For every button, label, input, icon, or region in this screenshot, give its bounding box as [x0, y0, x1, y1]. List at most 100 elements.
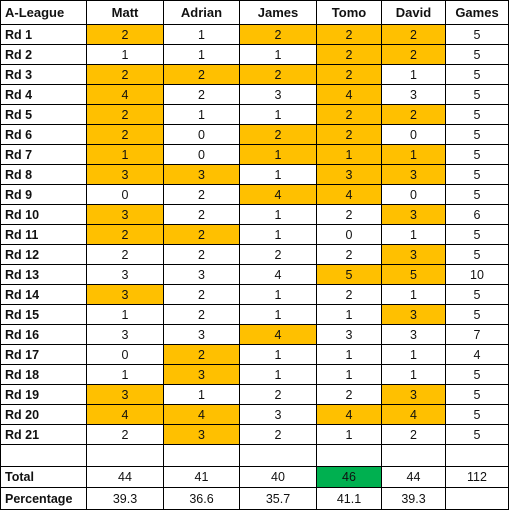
games-cell[interactable]: 5	[445, 44, 509, 65]
score-cell-matt[interactable]: 3	[86, 264, 164, 285]
games-cell[interactable]: 4	[445, 344, 509, 365]
score-cell-james[interactable]: 1	[239, 44, 317, 65]
round-label-cell[interactable]: Rd 21	[0, 424, 87, 445]
games-cell[interactable]: 5	[445, 84, 509, 105]
score-cell-tomo[interactable]: 2	[316, 244, 382, 265]
percentage-games-cell[interactable]	[445, 487, 509, 510]
games-cell[interactable]: 7	[445, 324, 509, 345]
games-cell[interactable]: 10	[445, 264, 509, 285]
score-cell-matt[interactable]: 3	[86, 164, 164, 185]
blank-cell[interactable]	[0, 444, 87, 467]
round-label-cell[interactable]: Rd 16	[0, 324, 87, 345]
blank-cell[interactable]	[381, 444, 446, 467]
score-cell-adrian[interactable]: 3	[163, 264, 240, 285]
round-label-cell[interactable]: Rd 19	[0, 384, 87, 405]
score-cell-james[interactable]: 1	[239, 204, 317, 225]
score-cell-david[interactable]: 2	[381, 104, 446, 125]
round-label-cell[interactable]: Rd 14	[0, 284, 87, 305]
games-cell[interactable]: 5	[445, 184, 509, 205]
round-label-cell[interactable]: Rd 9	[0, 184, 87, 205]
score-cell-james[interactable]: 2	[239, 384, 317, 405]
score-cell-tomo[interactable]: 2	[316, 284, 382, 305]
score-cell-adrian[interactable]: 1	[163, 104, 240, 125]
score-cell-david[interactable]: 3	[381, 244, 446, 265]
league-header-cell[interactable]: A-League	[0, 0, 87, 25]
score-cell-tomo[interactable]: 3	[316, 164, 382, 185]
score-cell-tomo[interactable]: 1	[316, 364, 382, 385]
score-cell-david[interactable]: 1	[381, 364, 446, 385]
total-cell-tomo[interactable]: 46	[316, 466, 382, 488]
round-label-cell[interactable]: Rd 2	[0, 44, 87, 65]
round-label-cell[interactable]: Rd 11	[0, 224, 87, 245]
blank-cell[interactable]	[316, 444, 382, 467]
round-label-cell[interactable]: Rd 3	[0, 64, 87, 85]
score-cell-adrian[interactable]: 2	[163, 64, 240, 85]
score-cell-matt[interactable]: 3	[86, 204, 164, 225]
round-label-cell[interactable]: Rd 5	[0, 104, 87, 125]
round-label-cell[interactable]: Rd 10	[0, 204, 87, 225]
percentage-cell-james[interactable]: 35.7	[239, 487, 317, 510]
score-cell-david[interactable]: 0	[381, 124, 446, 145]
score-cell-james[interactable]: 1	[239, 104, 317, 125]
percentage-label-cell[interactable]: Percentage	[0, 487, 87, 510]
score-cell-james[interactable]: 1	[239, 304, 317, 325]
score-cell-tomo[interactable]: 4	[316, 84, 382, 105]
total-label-cell[interactable]: Total	[0, 466, 87, 488]
column-header-matt[interactable]: Matt	[86, 0, 164, 25]
total-cell-adrian[interactable]: 41	[163, 466, 240, 488]
games-cell[interactable]: 5	[445, 104, 509, 125]
total-games-cell[interactable]: 112	[445, 466, 509, 488]
score-cell-david[interactable]: 1	[381, 144, 446, 165]
score-cell-james[interactable]: 2	[239, 24, 317, 45]
blank-cell[interactable]	[86, 444, 164, 467]
score-cell-james[interactable]: 4	[239, 184, 317, 205]
score-cell-adrian[interactable]: 1	[163, 44, 240, 65]
score-cell-tomo[interactable]: 5	[316, 264, 382, 285]
games-cell[interactable]: 5	[445, 164, 509, 185]
score-cell-adrian[interactable]: 2	[163, 224, 240, 245]
score-cell-david[interactable]: 2	[381, 424, 446, 445]
score-cell-david[interactable]: 2	[381, 24, 446, 45]
score-cell-tomo[interactable]: 3	[316, 324, 382, 345]
score-cell-tomo[interactable]: 2	[316, 24, 382, 45]
score-cell-adrian[interactable]: 0	[163, 124, 240, 145]
score-cell-james[interactable]: 4	[239, 324, 317, 345]
score-cell-david[interactable]: 1	[381, 64, 446, 85]
score-cell-james[interactable]: 1	[239, 164, 317, 185]
score-cell-matt[interactable]: 2	[86, 104, 164, 125]
score-cell-james[interactable]: 3	[239, 84, 317, 105]
score-cell-james[interactable]: 1	[239, 144, 317, 165]
column-header-tomo[interactable]: Tomo	[316, 0, 382, 25]
blank-cell[interactable]	[163, 444, 240, 467]
games-cell[interactable]: 5	[445, 64, 509, 85]
games-cell[interactable]: 5	[445, 224, 509, 245]
games-cell[interactable]: 5	[445, 244, 509, 265]
score-cell-tomo[interactable]: 2	[316, 384, 382, 405]
score-cell-adrian[interactable]: 2	[163, 344, 240, 365]
column-header-adrian[interactable]: Adrian	[163, 0, 240, 25]
score-cell-james[interactable]: 2	[239, 244, 317, 265]
round-label-cell[interactable]: Rd 18	[0, 364, 87, 385]
score-cell-tomo[interactable]: 2	[316, 104, 382, 125]
score-cell-david[interactable]: 0	[381, 184, 446, 205]
score-cell-james[interactable]: 2	[239, 64, 317, 85]
score-cell-matt[interactable]: 3	[86, 384, 164, 405]
score-cell-tomo[interactable]: 1	[316, 344, 382, 365]
games-cell[interactable]: 5	[445, 404, 509, 425]
round-label-cell[interactable]: Rd 1	[0, 24, 87, 45]
percentage-cell-david[interactable]: 39.3	[381, 487, 446, 510]
score-cell-matt[interactable]: 2	[86, 424, 164, 445]
score-cell-adrian[interactable]: 3	[163, 324, 240, 345]
score-cell-david[interactable]: 1	[381, 284, 446, 305]
score-cell-adrian[interactable]: 0	[163, 144, 240, 165]
score-cell-adrian[interactable]: 3	[163, 364, 240, 385]
round-label-cell[interactable]: Rd 15	[0, 304, 87, 325]
score-cell-tomo[interactable]: 1	[316, 144, 382, 165]
total-cell-david[interactable]: 44	[381, 466, 446, 488]
score-cell-matt[interactable]: 3	[86, 324, 164, 345]
score-cell-matt[interactable]: 4	[86, 404, 164, 425]
score-cell-matt[interactable]: 2	[86, 24, 164, 45]
games-cell[interactable]: 5	[445, 144, 509, 165]
score-cell-david[interactable]: 3	[381, 324, 446, 345]
games-cell[interactable]: 5	[445, 384, 509, 405]
